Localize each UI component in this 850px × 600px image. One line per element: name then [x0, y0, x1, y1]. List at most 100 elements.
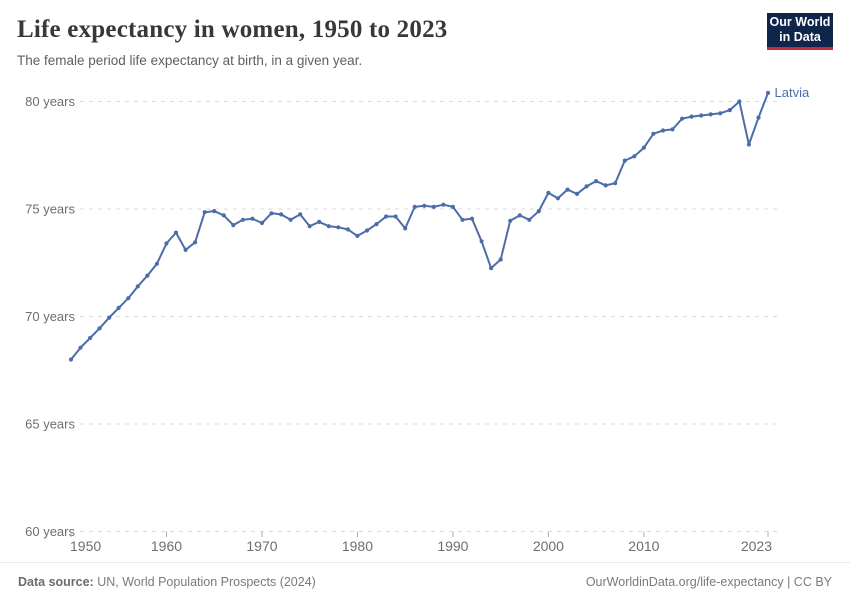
- x-axis-tick-label: 2000: [533, 538, 564, 554]
- data-point: [307, 224, 312, 229]
- line-chart: 60 years 65 years 70 years 75 years 80 years…: [25, 85, 810, 554]
- page-title: Life expectancy in women, 1950 to 2023: [17, 16, 448, 43]
- data-point: [670, 127, 675, 132]
- data-point: [250, 216, 255, 221]
- data-point: [660, 128, 666, 133]
- y-axis-tick-label: 65 years: [25, 417, 75, 432]
- data-point: [364, 228, 370, 233]
- x-axis-tick-label: 1950: [70, 538, 101, 554]
- data-point: [88, 335, 93, 341]
- data-point: [555, 196, 561, 201]
- x-axis-tick-label: 1970: [246, 538, 277, 554]
- data-point: [116, 305, 121, 310]
- data-point: [584, 184, 589, 189]
- x-axis-tick-label: 1980: [342, 538, 373, 554]
- data-source-label: Data source:: [18, 574, 94, 589]
- data-point: [641, 145, 647, 150]
- data-point: [498, 257, 503, 262]
- data-point: [651, 131, 656, 136]
- chart-footer: Data source: UN, World Population Prospe…: [0, 562, 850, 600]
- x-axis-tick-label: 1960: [151, 538, 182, 554]
- data-point: [298, 212, 303, 217]
- data-point: [202, 210, 207, 215]
- x-axis-tick-label: 2010: [628, 538, 659, 554]
- data-point: [279, 212, 284, 217]
- data-point: [603, 183, 608, 188]
- data-point: [107, 315, 112, 320]
- data-point: [622, 158, 627, 163]
- y-axis-tick-label: 80 years: [25, 94, 75, 109]
- data-point: [259, 220, 265, 226]
- data-point: [574, 191, 580, 196]
- data-point: [336, 225, 341, 230]
- data-point: [680, 116, 685, 121]
- y-axis-tick-label: 75 years: [25, 202, 75, 217]
- data-point: [469, 216, 475, 221]
- x-axis-tick-label: 1990: [437, 538, 468, 554]
- data-point: [699, 113, 704, 118]
- data-point: [317, 219, 322, 224]
- data-point: [632, 154, 637, 159]
- data-point: [240, 217, 245, 222]
- chart-subtitle: The female period life expectancy at bir…: [17, 53, 363, 68]
- data-point: [97, 326, 102, 331]
- chart-header: Life expectancy in women, 1950 to 2023 T…: [17, 14, 750, 69]
- data-point: [326, 224, 331, 229]
- data-point: [441, 202, 446, 207]
- data-point: [594, 179, 599, 184]
- data-point: [431, 204, 436, 209]
- data-point: [154, 261, 159, 266]
- data-point: [212, 209, 217, 214]
- data-point: [135, 284, 140, 289]
- data-point: [489, 266, 494, 271]
- data-point: [536, 209, 541, 214]
- data-point: [422, 203, 427, 208]
- data-point: [412, 204, 417, 209]
- data-point: [517, 213, 522, 218]
- data-point: [765, 90, 771, 95]
- data-point: [183, 247, 188, 252]
- data-point: [403, 226, 408, 231]
- series-line: [70, 91, 769, 361]
- data-point: [450, 204, 455, 209]
- data-point: [193, 240, 198, 245]
- data-point: [479, 239, 484, 244]
- owid-logo-line2: in Data: [779, 30, 821, 44]
- y-axis-tick-label: 60 years: [25, 524, 75, 539]
- entity-label: Latvia: [775, 85, 810, 100]
- data-source-text: UN, World Population Prospects (2024): [93, 574, 316, 589]
- data-point: [460, 217, 465, 222]
- owid-logo: Our World in Data: [767, 13, 833, 50]
- y-axis-tick-label: 70 years: [25, 309, 75, 324]
- data-point: [355, 233, 360, 238]
- owid-license-link[interactable]: OurWorldinData.org/life-expectancy | CC …: [585, 574, 832, 589]
- data-source-note: Data source: UN, World Population Prospe…: [18, 575, 316, 589]
- data-point: [221, 213, 226, 218]
- data-point: [527, 217, 532, 222]
- data-point: [737, 99, 742, 104]
- data-point: [756, 115, 761, 120]
- data-point: [126, 296, 131, 301]
- data-point: [345, 227, 350, 232]
- data-point: [508, 218, 513, 223]
- data-point: [393, 214, 398, 219]
- data-point: [164, 241, 169, 246]
- data-point: [384, 214, 389, 219]
- data-point: [718, 111, 723, 116]
- data-point: [78, 345, 83, 350]
- data-point: [231, 223, 236, 228]
- data-point: [546, 190, 551, 195]
- data-point: [746, 142, 752, 147]
- owid-logo-line1: Our World: [769, 15, 831, 29]
- data-point: [613, 181, 618, 186]
- data-point: [565, 187, 570, 192]
- data-point: [689, 114, 694, 119]
- data-point: [68, 357, 74, 362]
- data-point: [269, 211, 274, 216]
- data-point: [288, 217, 293, 222]
- data-point: [145, 273, 150, 278]
- data-point: [374, 222, 379, 227]
- x-axis-tick-label: 2023: [741, 538, 772, 554]
- data-point: [727, 108, 732, 113]
- data-point: [173, 230, 179, 235]
